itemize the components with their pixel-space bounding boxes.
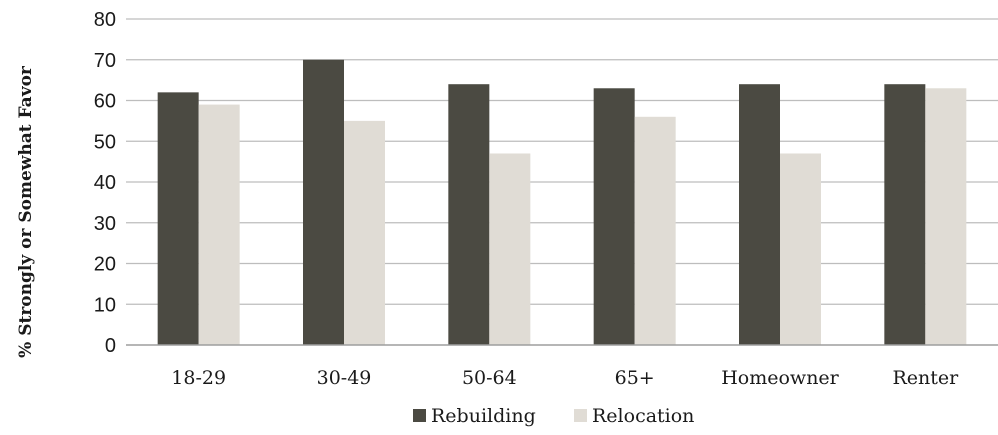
bar-rebuilding-18-29 xyxy=(157,92,199,345)
x-tick-label: Renter xyxy=(892,367,959,389)
legend-label-rebuilding: Rebuilding xyxy=(431,405,536,427)
bar-rebuilding-homeowner xyxy=(739,84,780,345)
x-tick-label: 18-29 xyxy=(171,367,226,389)
bar-rebuilding-50-64 xyxy=(448,84,490,345)
y-tick-label: 70 xyxy=(94,50,116,72)
legend-label-relocation: Relocation xyxy=(592,405,694,427)
legend-swatch-relocation xyxy=(574,409,587,422)
x-tick-label: Homeowner xyxy=(721,367,839,389)
y-tick-label: 0 xyxy=(105,335,116,357)
bar-relocation-homeowner xyxy=(780,153,821,345)
y-tick-label: 50 xyxy=(94,131,116,153)
bar-rebuilding-65+ xyxy=(593,88,635,346)
y-tick-label: 80 xyxy=(94,9,116,31)
bars xyxy=(157,59,967,346)
x-tick-label: 50-64 xyxy=(462,367,517,389)
y-axis-label: % Strongly or Somewhat Favor xyxy=(16,65,36,358)
legend: Rebuilding Relocation xyxy=(413,405,694,427)
y-tick-label: 10 xyxy=(94,294,116,316)
bar-relocation-18-29 xyxy=(198,104,240,345)
y-tick-label: 30 xyxy=(94,213,116,235)
bar-relocation-30-49 xyxy=(344,120,385,345)
bar-rebuilding-renter xyxy=(884,84,926,345)
bar-relocation-65+ xyxy=(634,116,676,345)
y-axis-ticks: 0 10 20 30 40 50 60 70 80 xyxy=(94,9,116,357)
legend-swatch-rebuilding xyxy=(413,409,426,422)
bar-relocation-50-64 xyxy=(489,153,531,345)
y-tick-label: 20 xyxy=(94,254,116,276)
y-tick-label: 40 xyxy=(94,172,116,194)
x-axis-ticks: 18-29 30-49 50-64 65+ Homeowner Renter xyxy=(171,367,959,389)
bar-relocation-renter xyxy=(925,88,967,346)
gridlines xyxy=(126,18,998,305)
bar-rebuilding-30-49 xyxy=(303,59,344,345)
x-tick-label: 65+ xyxy=(615,367,655,389)
y-tick-label: 60 xyxy=(94,91,116,113)
x-tick-label: 30-49 xyxy=(317,367,372,389)
